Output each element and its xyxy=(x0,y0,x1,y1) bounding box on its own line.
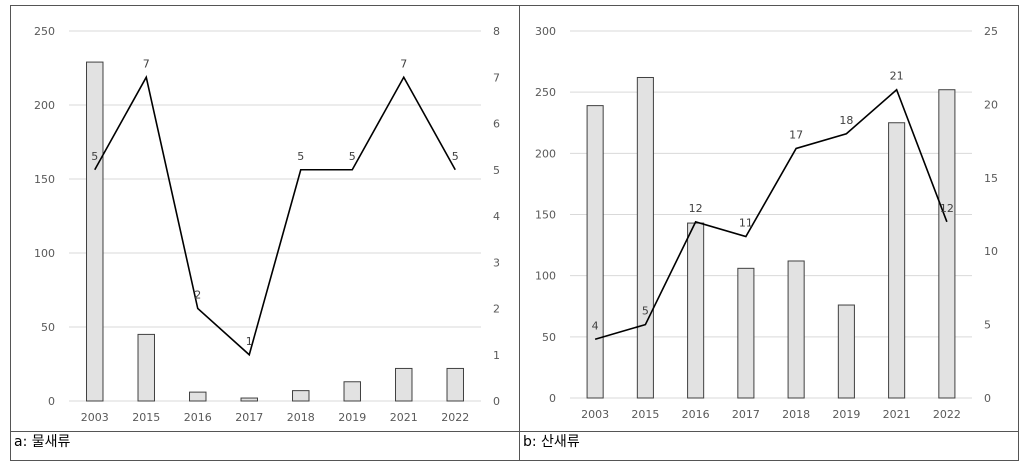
x-tick-label: 2019 xyxy=(338,411,366,424)
y-right-tick-label: 15 xyxy=(984,172,998,185)
x-tick-label: 2016 xyxy=(184,411,212,424)
y-right-tick-label: 0 xyxy=(493,395,500,408)
y-right-tick-label: 5 xyxy=(493,164,500,177)
bar xyxy=(292,390,310,402)
x-tick-label: 2021 xyxy=(883,408,911,421)
bar xyxy=(938,89,956,399)
x-tick-label: 2022 xyxy=(933,408,961,421)
x-tick-label: 2003 xyxy=(581,408,609,421)
x-tick-label: 2019 xyxy=(832,408,860,421)
y-left-tick-label: 100 xyxy=(34,247,55,260)
line-data-label: 1 xyxy=(246,335,253,348)
y-left-tick-label: 50 xyxy=(41,321,55,334)
line-data-label: 7 xyxy=(143,57,150,70)
y-left-tick-label: 250 xyxy=(535,86,556,99)
figure-frame xyxy=(10,5,1019,461)
x-tick-label: 2015 xyxy=(631,408,659,421)
y-right-tick-label: 25 xyxy=(984,25,998,38)
caption-divider xyxy=(11,431,1018,432)
caption-a: a: 물새류 xyxy=(14,434,71,450)
line-data-label: 5 xyxy=(642,305,649,318)
y-right-tick-label: 6 xyxy=(493,118,500,131)
y-left-tick-label: 150 xyxy=(34,173,55,186)
y-right-tick-label: 3 xyxy=(493,256,500,269)
line-data-label: 7 xyxy=(400,57,407,70)
y-right-tick-label: 2 xyxy=(493,303,500,316)
y-right-tick-label: 0 xyxy=(984,392,991,405)
bar xyxy=(888,122,906,399)
bar xyxy=(737,267,755,399)
bar xyxy=(446,367,464,402)
bar xyxy=(586,105,604,399)
x-tick-label: 2018 xyxy=(782,408,810,421)
bar xyxy=(137,333,155,402)
line-data-label: 17 xyxy=(789,128,803,141)
y-left-tick-label: 200 xyxy=(34,99,55,112)
line-data-label: 5 xyxy=(91,150,98,163)
caption-b: b: 산새류 xyxy=(523,434,580,450)
bar xyxy=(189,391,207,402)
y-left-tick-label: 100 xyxy=(535,270,556,283)
bar xyxy=(636,76,654,399)
line-data-label: 4 xyxy=(592,319,599,332)
y-left-tick-label: 150 xyxy=(535,209,556,222)
bar xyxy=(343,381,361,402)
y-left-tick-label: 200 xyxy=(535,147,556,160)
y-left-tick-label: 0 xyxy=(48,395,55,408)
x-tick-label: 2021 xyxy=(390,411,418,424)
bar xyxy=(395,367,413,402)
line-data-label: 5 xyxy=(452,150,459,163)
line-data-label: 2 xyxy=(194,289,201,302)
x-tick-label: 2003 xyxy=(81,411,109,424)
bar xyxy=(787,260,805,399)
y-right-tick-label: 5 xyxy=(984,319,991,332)
y-right-tick-label: 1 xyxy=(493,349,500,362)
line-data-label: 5 xyxy=(297,150,304,163)
y-right-tick-label: 20 xyxy=(984,98,998,111)
chart-b: 0 50 100 150 200 250 300 0 5 10 15 20 25 2003 2015 2016… xyxy=(535,25,998,421)
line-series xyxy=(594,88,948,341)
line-data-label: 11 xyxy=(739,217,753,230)
bar xyxy=(86,61,104,402)
bar xyxy=(240,397,258,402)
panel-divider xyxy=(519,6,520,460)
bar xyxy=(837,304,855,399)
y-left-tick-label: 250 xyxy=(34,25,55,38)
y-left-tick-label: 0 xyxy=(549,392,556,405)
y-left-tick-label: 50 xyxy=(542,331,556,344)
line-data-label: 18 xyxy=(839,114,853,127)
x-tick-label: 2016 xyxy=(682,408,710,421)
x-tick-label: 2017 xyxy=(235,411,263,424)
line-data-label: 12 xyxy=(689,202,703,215)
line-series xyxy=(94,75,456,357)
y-right-tick-label: 4 xyxy=(493,210,500,223)
chart-a: 0 50 100 150 200 250 0 1 2 3 4 5 6 7 8 2003 2015 2016 2017… xyxy=(34,25,500,424)
line-data-label: 21 xyxy=(890,70,904,83)
x-tick-label: 2015 xyxy=(132,411,160,424)
line-data-label: 12 xyxy=(940,202,954,215)
x-tick-label: 2022 xyxy=(441,411,469,424)
y-right-tick-label: 8 xyxy=(493,25,500,38)
y-left-tick-label: 300 xyxy=(535,25,556,38)
y-right-tick-label: 7 xyxy=(493,71,500,84)
x-tick-label: 2018 xyxy=(287,411,315,424)
y-right-tick-label: 10 xyxy=(984,245,998,258)
line-data-label: 5 xyxy=(349,150,356,163)
bar xyxy=(687,222,705,399)
x-tick-label: 2017 xyxy=(732,408,760,421)
